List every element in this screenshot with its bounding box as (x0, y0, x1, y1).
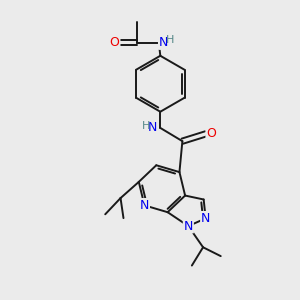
Text: O: O (206, 127, 216, 140)
Text: N: N (184, 220, 193, 232)
Text: H: H (166, 35, 174, 46)
Text: H: H (142, 121, 150, 130)
Text: O: O (110, 36, 120, 49)
Text: N: N (148, 122, 158, 134)
Text: N: N (159, 36, 168, 49)
Text: N: N (201, 212, 210, 225)
Text: N: N (140, 199, 149, 212)
